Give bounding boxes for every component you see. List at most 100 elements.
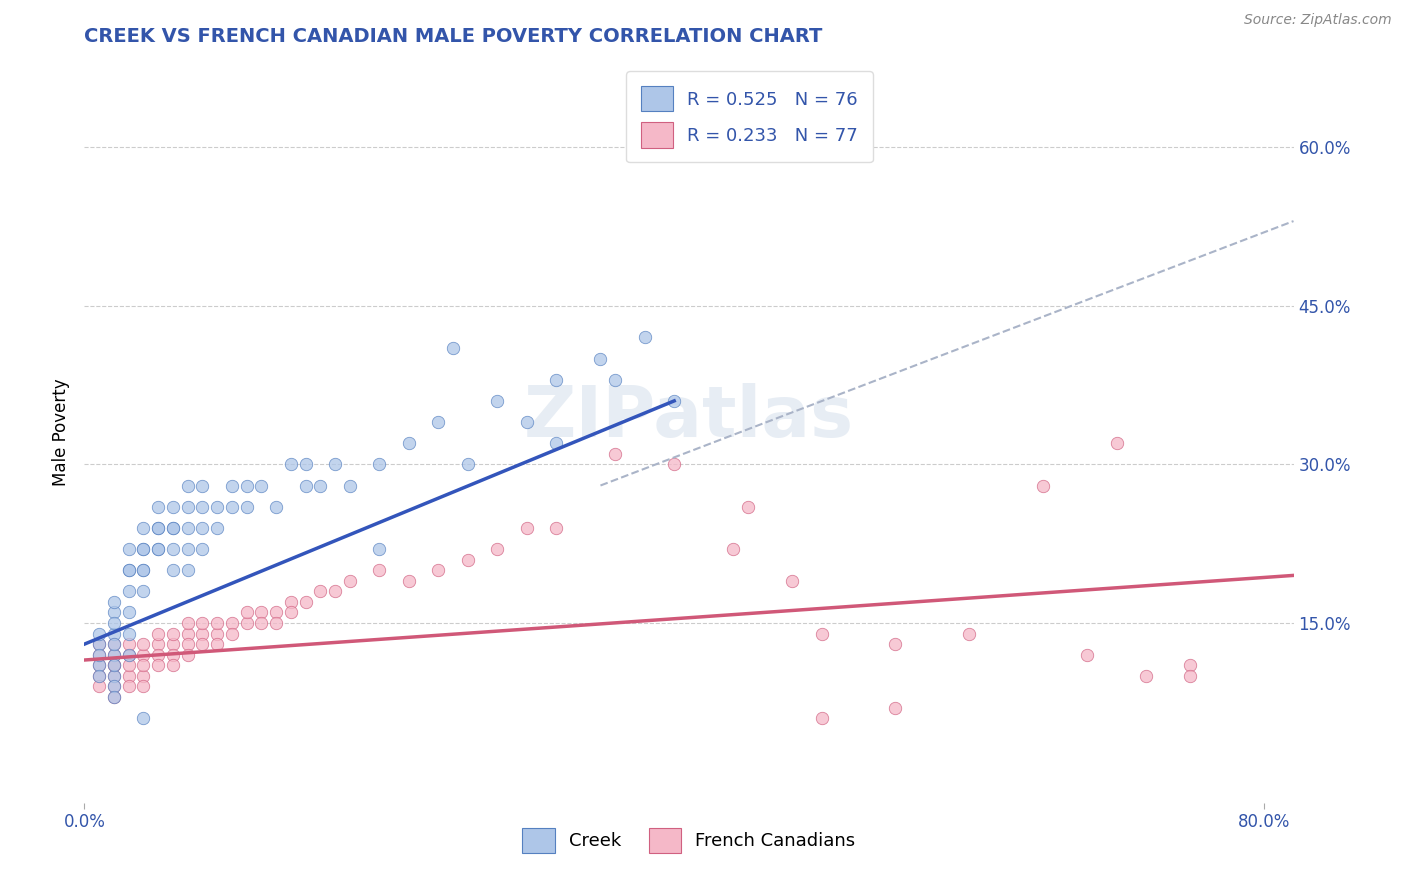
Point [235,606,257,620]
Point [103,680,125,694]
Point [546,436,568,450]
Point [103,658,125,673]
Point [117,669,139,683]
Point [427,563,450,577]
Point [486,541,509,556]
Point [103,658,125,673]
Text: Source: ZipAtlas.com: Source: ZipAtlas.com [1244,13,1392,28]
Point [103,690,125,704]
Point [280,595,302,609]
Point [191,478,214,492]
Point [264,500,287,514]
Point [1032,478,1054,492]
Point [132,658,155,673]
Point [103,648,125,662]
Point [162,521,184,535]
Point [87,637,110,651]
Point [516,521,538,535]
Point [191,521,214,535]
Point [176,563,198,577]
Point [132,541,155,556]
Point [235,500,257,514]
Point [103,669,125,683]
Point [368,458,391,472]
Point [87,648,110,662]
Point [264,606,287,620]
Point [162,563,184,577]
Point [117,563,139,577]
Point [132,584,155,599]
Text: ZIPatlas: ZIPatlas [524,384,853,452]
Point [117,637,139,651]
Point [132,669,155,683]
Point [1135,669,1157,683]
Point [162,541,184,556]
Point [87,626,110,640]
Point [87,658,110,673]
Point [235,615,257,630]
Point [176,500,198,514]
Point [146,648,169,662]
Point [103,637,125,651]
Point [221,615,243,630]
Point [162,648,184,662]
Point [103,626,125,640]
Point [132,711,155,725]
Point [87,648,110,662]
Point [884,700,907,714]
Point [605,447,627,461]
Point [294,478,316,492]
Point [162,500,184,514]
Point [1105,436,1128,450]
Point [87,637,110,651]
Point [103,615,125,630]
Point [176,521,198,535]
Point [117,606,139,620]
Point [117,541,139,556]
Point [117,680,139,694]
Point [486,393,509,408]
Point [146,626,169,640]
Point [132,563,155,577]
Point [146,541,169,556]
Point [103,680,125,694]
Point [103,637,125,651]
Point [546,521,568,535]
Point [205,521,228,535]
Point [457,458,479,472]
Point [87,658,110,673]
Point [294,458,316,472]
Point [1180,669,1202,683]
Point [103,669,125,683]
Point [280,458,302,472]
Point [117,563,139,577]
Point [323,458,346,472]
Point [146,658,169,673]
Legend: Creek, French Canadians: Creek, French Canadians [515,821,863,861]
Point [664,458,686,472]
Point [191,626,214,640]
Point [884,637,907,651]
Point [221,626,243,640]
Point [191,541,214,556]
Point [250,615,273,630]
Point [280,606,302,620]
Point [132,563,155,577]
Point [132,680,155,694]
Point [162,626,184,640]
Point [146,521,169,535]
Point [103,658,125,673]
Point [1180,658,1202,673]
Point [664,393,686,408]
Point [162,658,184,673]
Point [589,351,612,366]
Point [398,436,420,450]
Point [546,373,568,387]
Point [103,690,125,704]
Point [221,500,243,514]
Point [176,478,198,492]
Point [162,521,184,535]
Point [191,500,214,514]
Point [810,711,832,725]
Point [205,615,228,630]
